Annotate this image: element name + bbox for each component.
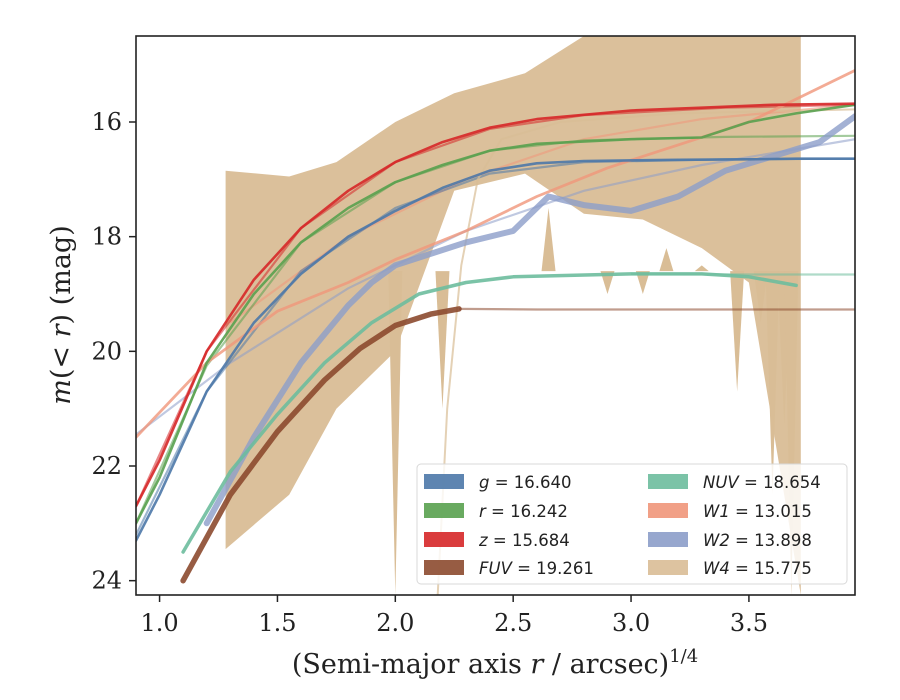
w4-spike bbox=[435, 271, 450, 409]
w4-spike bbox=[388, 271, 403, 595]
x-tick-label: 2.0 bbox=[376, 609, 414, 637]
legend-swatch-g bbox=[424, 474, 464, 489]
w4-spike bbox=[784, 271, 799, 595]
legend-label-fuv: FUV = 19.261 bbox=[479, 559, 594, 578]
legend-label-w2: W2 = 13.898 bbox=[703, 531, 812, 550]
x-axis: 1.0 1.5 2.0 2.5 3.0 3.5 bbox=[140, 595, 768, 637]
model-line-w4 bbox=[436, 108, 855, 595]
w4-spike bbox=[635, 271, 650, 294]
series-line-fuv bbox=[180, 306, 462, 584]
series-line-w2 bbox=[203, 113, 855, 527]
series-line-z bbox=[136, 102, 855, 508]
model-line-fuv bbox=[458, 307, 855, 311]
legend-swatch-fuv bbox=[424, 560, 464, 575]
legend-frame bbox=[416, 463, 848, 585]
y-tick-label: 22 bbox=[91, 452, 122, 480]
legend-label-w1: W1 = 13.015 bbox=[703, 502, 812, 521]
w4-spike bbox=[753, 271, 768, 323]
w4-spike bbox=[659, 248, 674, 272]
legend-swatch-w2 bbox=[648, 532, 688, 547]
legend-label-w4: W4 = 15.775 bbox=[703, 559, 812, 578]
legend-swatch-z bbox=[424, 532, 464, 547]
w4-spike bbox=[600, 271, 615, 294]
legend-swatch-nuv bbox=[648, 474, 688, 489]
series-line-g bbox=[136, 157, 855, 542]
series-line-w1 bbox=[136, 69, 855, 439]
x-axis-title: (Semi-major axis r / arcsec)1/4 bbox=[292, 646, 698, 680]
x-tick-label: 3.0 bbox=[612, 609, 650, 637]
x-tick-label: 2.5 bbox=[494, 609, 532, 637]
x-tick-label: 3.5 bbox=[730, 609, 768, 637]
plot-frame bbox=[135, 35, 856, 596]
legend-swatch-w4 bbox=[648, 560, 688, 575]
series-line-nuv bbox=[181, 272, 798, 554]
legend-label-nuv: NUV = 18.654 bbox=[703, 473, 821, 492]
w4-spike bbox=[730, 271, 745, 392]
w4-spike bbox=[694, 265, 709, 272]
y-axis: 16 18 20 22 24 bbox=[91, 108, 136, 595]
legend-swatch-w1 bbox=[648, 503, 688, 518]
y-tick-label: 16 bbox=[91, 108, 122, 136]
legend-label-g: g = 16.640 bbox=[479, 473, 572, 492]
legend-label-r: r = 16.242 bbox=[479, 502, 568, 521]
x-tick-label: 1.0 bbox=[140, 609, 178, 637]
x-tick-label: 1.5 bbox=[258, 609, 296, 637]
series-line-r bbox=[136, 103, 855, 525]
y-axis-title: m(< r) (mag) bbox=[46, 225, 77, 404]
plot-area bbox=[136, 36, 855, 595]
legend-swatch-r bbox=[424, 503, 464, 518]
legend: g = 16.640 r = 16.242 z = 15.684 FUV = 19.2… bbox=[416, 463, 848, 585]
y-tick-label: 18 bbox=[91, 223, 122, 251]
y-tick-label: 20 bbox=[91, 337, 122, 365]
w4-spike bbox=[765, 271, 780, 495]
w4-spike bbox=[541, 208, 556, 272]
legend-label-z: z = 15.684 bbox=[478, 531, 570, 550]
y-tick-label: 24 bbox=[91, 567, 122, 595]
